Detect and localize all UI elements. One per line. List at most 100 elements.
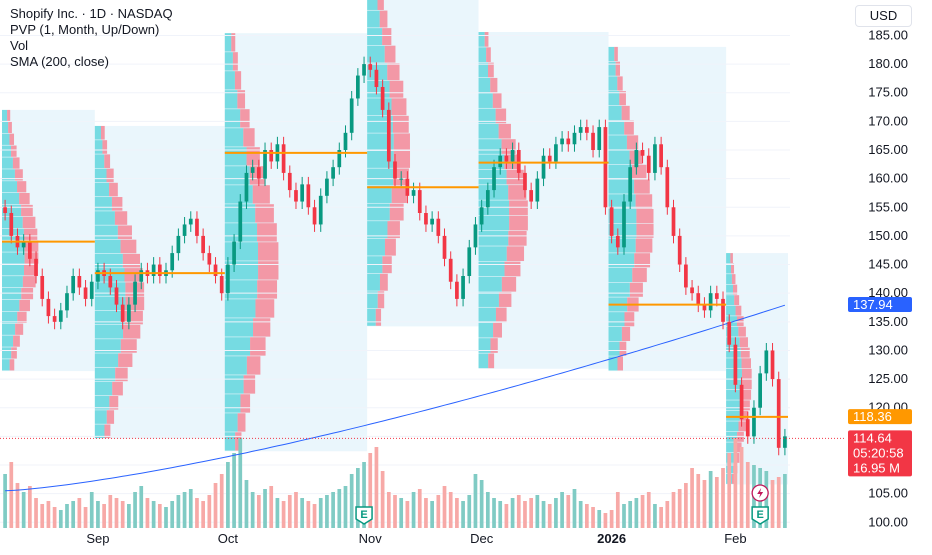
candle-body	[510, 150, 515, 162]
profile-down-bar	[391, 186, 407, 203]
volume-bar	[114, 498, 119, 528]
profile-up-bar	[726, 316, 737, 327]
profile-up-bar	[367, 203, 390, 221]
candle-body	[226, 264, 230, 294]
candle-body	[492, 167, 496, 191]
y-tick-label: 125.00	[868, 371, 908, 386]
profile-up-bar	[94, 182, 110, 197]
candle-body	[485, 190, 490, 208]
profile-up-bar	[2, 311, 18, 323]
pvp-indicator-label[interactable]: PVP (1, Month, Up/Down)	[10, 22, 160, 37]
volume-bars-layer	[3, 438, 787, 528]
profile-down-bar	[115, 367, 128, 382]
candle-body	[393, 161, 397, 179]
candle-body	[176, 235, 181, 254]
profile-down-bar	[104, 154, 111, 168]
earnings-icon	[355, 506, 373, 525]
candle-body	[498, 155, 503, 168]
currency-button[interactable]: USD	[855, 5, 912, 27]
profile-up-bar	[726, 295, 735, 306]
candle-body	[306, 184, 311, 208]
profile-down-bar	[114, 211, 128, 225]
profile-down-bar	[632, 164, 647, 179]
volume-bar	[108, 495, 113, 528]
candle-body	[386, 109, 391, 162]
earnings-marker[interactable]: E	[355, 506, 373, 525]
profile-down-bar	[123, 324, 141, 339]
volume-bar	[21, 492, 26, 528]
profile-up-bar	[94, 310, 125, 325]
candle-body	[399, 178, 404, 180]
y-tick-label: 105.00	[868, 486, 908, 501]
profile-up-bar	[478, 108, 496, 124]
profile-up-bar	[2, 323, 16, 335]
candle-body	[207, 253, 212, 265]
candle-body	[752, 407, 756, 437]
volume-bar	[436, 495, 441, 528]
profile-down-bar	[109, 396, 119, 410]
volume-bar	[362, 462, 366, 528]
profile-up-bar	[94, 353, 119, 367]
profile-down-bar	[624, 120, 634, 135]
candle-body	[634, 150, 639, 168]
profile-down-bar	[490, 338, 498, 353]
candle-body	[108, 276, 113, 288]
candle-body	[554, 144, 558, 162]
profile-down-bar	[234, 71, 242, 90]
candle-body	[52, 316, 57, 322]
candle-body	[380, 87, 385, 110]
profile-down-bar	[624, 312, 635, 327]
profile-down-bar	[240, 109, 250, 128]
profile-up-bar	[367, 98, 392, 116]
profile-up-bar	[2, 299, 20, 312]
profile-down-bar	[102, 140, 108, 154]
candle-body	[238, 201, 243, 242]
symbol-title[interactable]: Shopify Inc. · 1D · NASDAQ	[10, 6, 173, 21]
volume-bar	[386, 492, 391, 528]
volume-bar	[207, 495, 212, 528]
profile-down-bar	[615, 61, 620, 76]
profile-up-bar	[478, 62, 488, 78]
profile-up-bar	[94, 424, 105, 439]
profile-down-bar	[739, 410, 749, 421]
profile-down-bar	[495, 108, 507, 124]
profile-down-bar	[17, 311, 27, 323]
profile-down-bar	[617, 76, 623, 91]
candle-body	[572, 132, 577, 145]
profile-up-bar	[726, 442, 736, 453]
profile-up-bar	[94, 253, 123, 268]
grid-layer	[0, 34, 790, 523]
profile-up-bar	[478, 353, 489, 369]
sma-indicator-label[interactable]: SMA (200, close)	[10, 54, 109, 69]
candle-body	[318, 195, 323, 225]
earnings-marker[interactable]: E	[751, 506, 769, 525]
profile-down-bar	[231, 33, 236, 52]
profile-up-bar	[2, 240, 25, 252]
volume-bar	[380, 471, 385, 528]
volume-bar	[535, 495, 540, 528]
y-tick-label: 100.00	[868, 514, 908, 529]
sma-price-tag-box	[848, 296, 912, 312]
candle-body	[597, 127, 602, 150]
y-axis: 100.00105.00110.00115.00120.00125.00130.…	[868, 27, 908, 529]
candle-body	[547, 155, 552, 162]
y-tick-label: 150.00	[868, 228, 908, 243]
dividend-marker[interactable]	[751, 484, 769, 502]
profile-down-bar	[11, 145, 17, 157]
profile-down-bar	[501, 276, 517, 292]
poc-lines-layer	[2, 151, 788, 418]
profile-down-bar	[393, 133, 410, 151]
profile-up-bar	[94, 410, 107, 424]
volume-bar	[312, 504, 317, 528]
profile-up-bar	[224, 71, 235, 90]
candle-body	[714, 293, 719, 299]
volume-bar	[690, 468, 694, 528]
volume-indicator-label[interactable]: Vol	[10, 38, 29, 53]
volume-bar	[560, 492, 564, 528]
volume-bar	[244, 480, 249, 528]
volume-bar	[287, 495, 292, 528]
poc-price-tag-value: 118.36	[853, 409, 892, 424]
candle-body	[646, 155, 651, 173]
